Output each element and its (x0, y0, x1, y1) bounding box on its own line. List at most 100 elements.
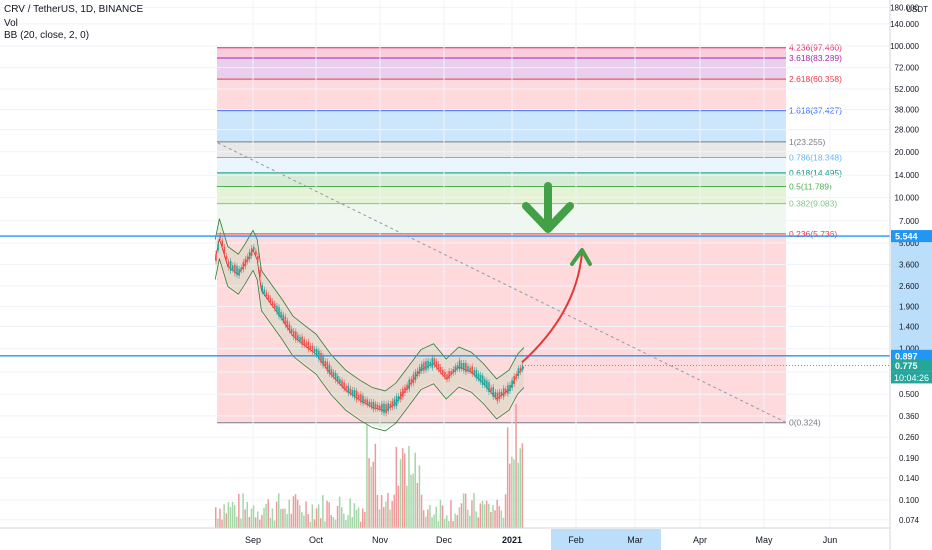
candle-body (381, 403, 383, 412)
fib-zone (217, 47, 786, 59)
volume-bar (395, 446, 398, 528)
volume-bar (477, 517, 479, 528)
candle-body (305, 342, 308, 346)
volume-bar (448, 521, 450, 528)
fib-zone (217, 110, 786, 142)
volume-bar (347, 515, 349, 528)
volume-bar (420, 494, 423, 528)
volume-bar (366, 424, 368, 528)
candle-body (427, 360, 429, 369)
candle-body (349, 388, 352, 394)
volume-bar (370, 466, 372, 528)
volume-bar (458, 507, 461, 528)
candle-body (255, 251, 257, 255)
x-tick-label: Jun (823, 535, 838, 545)
volume-bar (299, 505, 301, 528)
volume-bar (511, 456, 513, 528)
volume-bar (488, 503, 490, 528)
candle-body (234, 264, 236, 274)
volume-bar (322, 495, 324, 528)
candle-body (364, 399, 366, 403)
volume-bar (259, 519, 261, 528)
candle-body (507, 385, 509, 394)
candle-body (370, 402, 373, 407)
candle-body (248, 251, 251, 260)
volume-bar (305, 501, 307, 528)
volume-bar (219, 508, 221, 528)
fib-zone (217, 186, 786, 204)
candle-body (309, 345, 312, 349)
volume-bar (248, 516, 251, 528)
candle-body (261, 285, 263, 292)
volume-bar (494, 510, 496, 528)
y-tick-label: 3.600 (899, 260, 920, 269)
volume-bar (372, 461, 374, 528)
candle-body (423, 362, 425, 371)
x-axis-bg (0, 528, 890, 550)
volume-bar (439, 499, 442, 528)
volume-bar (452, 521, 454, 528)
y-tick-label: 1.900 (899, 302, 920, 311)
candle-body (404, 387, 406, 393)
candle-body (383, 403, 385, 414)
volume-bar (506, 427, 509, 528)
candle-body (355, 390, 358, 400)
y-tick-label: 0.140 (899, 474, 920, 483)
candle-body (345, 386, 347, 390)
candle-body (295, 331, 297, 340)
candle-body (227, 261, 230, 268)
volume-bar (376, 494, 379, 528)
volume-bar (427, 509, 429, 528)
candle-body (267, 295, 270, 300)
candle-body (253, 246, 255, 250)
fib-zone (217, 79, 786, 111)
candle-body (332, 372, 335, 377)
volume-bar (418, 465, 421, 528)
candle-body (223, 246, 226, 255)
resistance-price-tag-bg (891, 349, 932, 362)
candle-body (246, 256, 249, 262)
volume-bar (313, 519, 316, 528)
volume-bar (431, 517, 433, 528)
candle-body (490, 387, 492, 392)
candle-body (225, 255, 228, 260)
y-tick-label: 0.260 (899, 433, 920, 442)
candle-body (366, 399, 368, 405)
candle-body (454, 366, 457, 372)
volume-bar (301, 512, 303, 528)
volume-bar (225, 513, 227, 528)
vol-legend: Vol (4, 18, 18, 29)
candle-body (269, 298, 272, 303)
candle-body (488, 382, 490, 393)
volume-bar (380, 495, 383, 528)
fib-zone (217, 58, 786, 80)
candle-body (334, 373, 337, 381)
candle-body (362, 395, 364, 404)
candle-body (500, 392, 503, 396)
candle-body (238, 268, 240, 276)
volume-bar (217, 518, 219, 528)
candle-body (307, 341, 310, 350)
x-tick-label: Dec (436, 535, 453, 545)
candle-body (353, 390, 356, 398)
volume-bar (509, 463, 511, 528)
candle-body (290, 328, 293, 333)
volume-bar (250, 508, 253, 528)
volume-bar (401, 448, 404, 528)
volume-bar (282, 508, 284, 528)
y-tick-label: 20.000 (895, 148, 920, 157)
candle-body (236, 266, 238, 276)
y-axis-unit: USDT (906, 5, 928, 14)
volume-bar (278, 493, 280, 528)
candle-body (408, 379, 410, 390)
volume-bar (231, 501, 234, 528)
candle-body (271, 301, 274, 305)
volume-bar (469, 515, 471, 528)
y-axis-highlight (891, 236, 932, 366)
candle-body (431, 357, 434, 368)
y-tick-label: 14.000 (895, 171, 920, 180)
volume-bar (374, 443, 377, 528)
candle-body (511, 380, 513, 388)
